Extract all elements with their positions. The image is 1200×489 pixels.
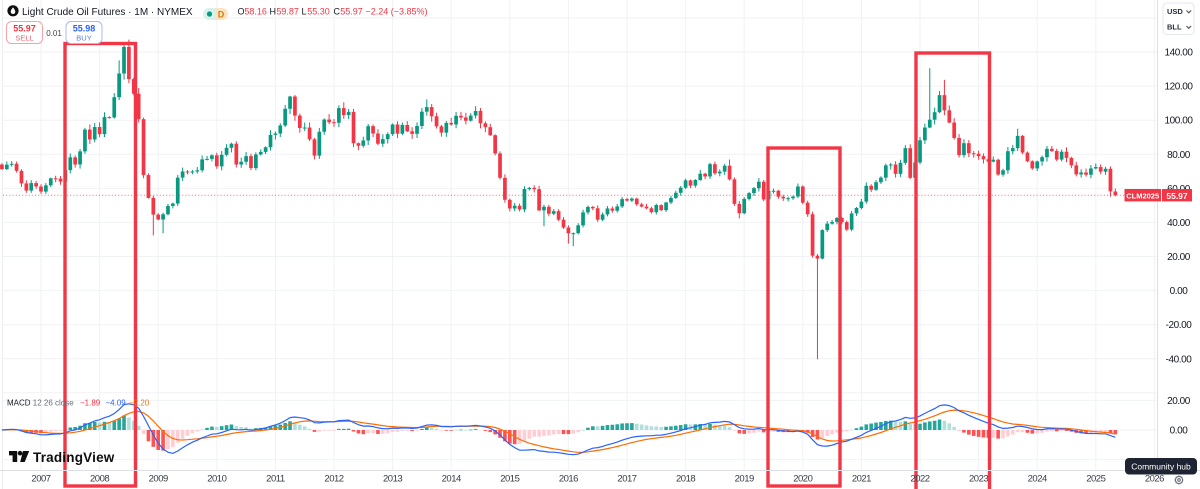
svg-text:2011: 2011 <box>266 474 285 485</box>
svg-text:2024: 2024 <box>1028 474 1047 485</box>
svg-text:2025: 2025 <box>1086 474 1105 485</box>
svg-text:2010: 2010 <box>207 474 226 485</box>
svg-text:80.00: 80.00 <box>1167 150 1191 161</box>
svg-text:2026: 2026 <box>1145 474 1164 485</box>
svg-text:CLM2025: CLM2025 <box>1126 192 1159 201</box>
svg-text:2020: 2020 <box>793 474 812 485</box>
svg-text:TradingView: TradingView <box>33 450 115 465</box>
svg-text:2019: 2019 <box>735 474 754 485</box>
svg-text:-40.00: -40.00 <box>1166 354 1193 365</box>
svg-text:40.00: 40.00 <box>1167 218 1191 229</box>
svg-text:-20.00: -20.00 <box>1166 320 1193 331</box>
svg-text:20.00: 20.00 <box>1167 396 1191 407</box>
svg-text:2016: 2016 <box>559 474 578 485</box>
svg-text:140.00: 140.00 <box>1165 48 1194 59</box>
svg-text:2017: 2017 <box>617 474 636 485</box>
svg-text:55.97: 55.97 <box>1166 191 1188 201</box>
svg-text:0.01: 0.01 <box>46 29 62 38</box>
svg-text:2012: 2012 <box>324 474 343 485</box>
svg-text:2014: 2014 <box>442 474 461 485</box>
svg-text:2007: 2007 <box>31 474 50 485</box>
svg-text:2015: 2015 <box>500 474 519 485</box>
svg-text:BUY: BUY <box>76 34 91 43</box>
svg-text:SELL: SELL <box>15 34 33 43</box>
svg-text:2009: 2009 <box>149 474 168 485</box>
svg-text:2018: 2018 <box>676 474 695 485</box>
svg-text:20.00: 20.00 <box>1167 252 1191 263</box>
svg-text:2008: 2008 <box>90 474 109 485</box>
svg-text:USD: USD <box>1167 7 1183 16</box>
svg-text:2013: 2013 <box>383 474 402 485</box>
svg-text:55.98: 55.98 <box>73 24 96 34</box>
svg-text:2023: 2023 <box>969 474 988 485</box>
svg-text:100.00: 100.00 <box>1165 116 1194 127</box>
svg-text:2021: 2021 <box>852 474 871 485</box>
svg-text:Light Crude Oil Futures · 1M ·: Light Crude Oil Futures · 1M · NYMEX <box>22 7 193 18</box>
svg-text:120.00: 120.00 <box>1165 82 1194 93</box>
svg-text:D: D <box>218 9 225 19</box>
svg-text:0.00: 0.00 <box>1170 286 1189 297</box>
svg-text:2022: 2022 <box>910 474 929 485</box>
svg-text:55.97: 55.97 <box>13 24 36 34</box>
svg-text:0.00: 0.00 <box>1170 426 1189 437</box>
svg-text:BLL: BLL <box>1167 22 1182 31</box>
svg-text:Community hub: Community hub <box>1131 462 1191 472</box>
